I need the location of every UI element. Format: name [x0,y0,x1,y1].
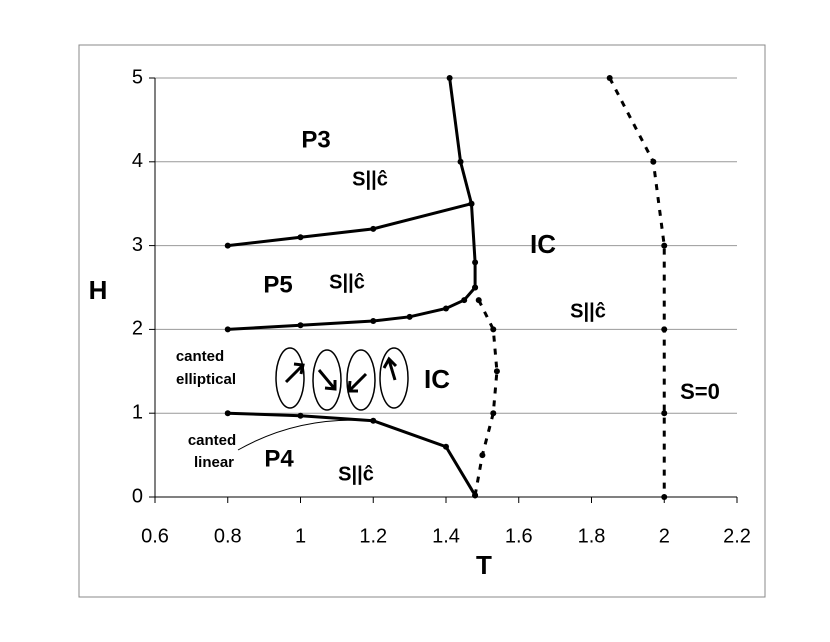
x-axis-label: T [476,550,492,580]
arrow-head [382,356,398,369]
arrow [317,369,336,389]
data-point [443,305,449,312]
frame [78,44,766,598]
phase-boundary [608,77,666,497]
annotation: elliptical [176,371,236,388]
data-point [661,494,668,500]
annotation: P3 [301,126,330,153]
x-tick-label: 0.6 [141,525,169,547]
x-tick-label: 1.4 [432,525,460,547]
data-point [457,158,464,165]
ellipse [312,349,342,411]
y-tick-label: 0 [132,485,143,507]
annotation: S||ĉ [329,271,365,293]
arrow-head [324,380,337,391]
ellipse [275,347,305,409]
annotation: canted [176,348,224,365]
annotation: P5 [263,271,292,298]
annotation: S=0 [680,379,720,404]
data-point [490,410,497,417]
data-point [493,368,500,375]
phase-boundary [227,202,472,248]
data-point [472,284,479,291]
phase-boundary [448,77,477,288]
data-point [297,412,304,419]
y-tick-label: 1 [132,401,143,423]
data-point [650,158,657,165]
data-point [472,259,479,266]
data-point [370,417,377,424]
y-tick-label: 2 [132,318,143,340]
annotation: S||ĉ [338,463,374,485]
annotation: linear [194,454,234,471]
pointer [237,419,374,451]
x-tick-label: 1 [295,525,306,547]
data-point [224,326,231,333]
y-tick-label: 3 [132,234,143,256]
annotation: S||ĉ [352,168,388,190]
phase-boundary [473,299,499,496]
spin-ellipses [275,347,409,411]
data-point [297,322,304,329]
annotation: IC [424,364,450,394]
ellipse [346,349,376,411]
ellipse [379,347,409,409]
data-point [446,75,453,81]
arrow [387,359,397,381]
data-point [370,318,377,325]
y-tick-label: 5 [132,66,143,88]
data-point [461,297,468,304]
y-tick-label: 4 [132,150,143,172]
annotation: IC [530,229,556,259]
x-tick-label: 0.8 [214,525,242,547]
data-point [468,200,475,207]
arrow-head [293,362,305,375]
arrow [284,364,304,384]
annotation: P4 [264,445,294,472]
data-point [224,242,231,249]
x-tick-label: 1.8 [578,525,606,547]
y-axis-label: H [89,275,108,305]
data-point [479,452,486,459]
data-point [406,313,413,320]
data-point [475,297,482,304]
arrow-head [347,380,358,393]
data-point [443,443,449,450]
data-point [297,234,304,241]
data-point [224,410,231,417]
data-point [661,242,668,249]
data-point [606,75,613,81]
annotation: S||ĉ [570,300,606,322]
arrows [284,356,398,393]
arrow [348,372,368,392]
annotation: canted [188,432,236,449]
x-tick-label: 2.2 [723,525,751,547]
x-tick-label: 1.6 [505,525,533,547]
x-tick-label: 1.2 [359,525,387,547]
x-tick-label: 2 [659,525,670,547]
data-point [661,326,668,333]
data-point [472,492,479,499]
data-point [490,326,497,333]
data-point [661,410,668,417]
data-point [370,225,377,232]
